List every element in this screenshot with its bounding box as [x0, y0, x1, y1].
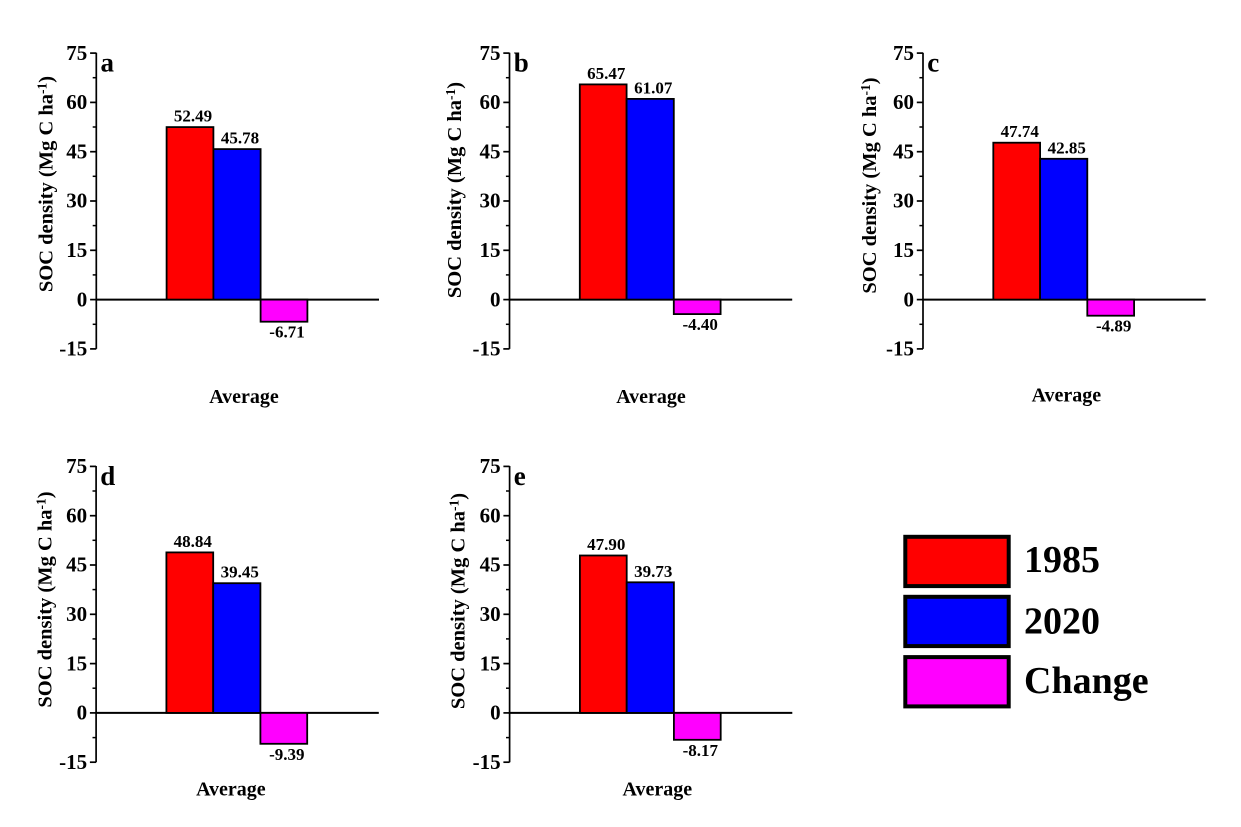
svg-text:e: e — [514, 461, 526, 491]
svg-text:45: 45 — [66, 553, 87, 577]
svg-text:65.47: 65.47 — [587, 64, 626, 83]
svg-text:15: 15 — [480, 238, 501, 262]
svg-text:61.07: 61.07 — [634, 78, 673, 97]
svg-text:-4.40: -4.40 — [682, 315, 717, 334]
svg-text:45: 45 — [893, 139, 914, 163]
svg-text:30: 30 — [66, 602, 87, 626]
svg-text:39.73: 39.73 — [634, 562, 672, 581]
svg-text:-15: -15 — [473, 337, 501, 361]
svg-text:-9.39: -9.39 — [269, 745, 304, 764]
svg-text:SOC density (Mg C ha-1): SOC density (Mg C ha-1) — [858, 77, 881, 293]
svg-text:60: 60 — [480, 503, 501, 527]
svg-text:Change: Change — [1024, 660, 1149, 702]
svg-text:1985: 1985 — [1024, 539, 1100, 581]
svg-text:0: 0 — [77, 287, 88, 311]
svg-text:c: c — [927, 48, 939, 78]
svg-text:45: 45 — [480, 139, 501, 163]
svg-text:-6.71: -6.71 — [269, 323, 304, 342]
svg-text:48.84: 48.84 — [174, 532, 213, 551]
svg-text:30: 30 — [66, 189, 87, 213]
svg-text:30: 30 — [480, 602, 501, 626]
svg-text:39.45: 39.45 — [221, 563, 259, 582]
svg-text:Average: Average — [196, 778, 266, 800]
svg-text:-15: -15 — [59, 750, 87, 774]
svg-text:15: 15 — [480, 651, 501, 675]
svg-text:60: 60 — [480, 90, 501, 114]
svg-text:30: 30 — [480, 189, 501, 213]
svg-text:75: 75 — [66, 454, 87, 478]
svg-text:-8.17: -8.17 — [683, 741, 719, 760]
svg-text:75: 75 — [480, 454, 501, 478]
svg-text:47.90: 47.90 — [587, 535, 625, 554]
svg-text:Average: Average — [616, 386, 686, 408]
svg-text:0: 0 — [490, 287, 501, 311]
svg-text:-4.89: -4.89 — [1096, 317, 1131, 336]
svg-text:45: 45 — [480, 553, 501, 577]
svg-text:30: 30 — [893, 189, 914, 213]
svg-text:60: 60 — [893, 90, 914, 114]
svg-text:60: 60 — [66, 90, 87, 114]
svg-text:75: 75 — [66, 41, 87, 65]
svg-text:75: 75 — [480, 41, 501, 65]
svg-text:47.74: 47.74 — [1001, 122, 1040, 141]
svg-text:b: b — [514, 48, 529, 78]
svg-text:Average: Average — [209, 386, 279, 408]
svg-text:SOC density (Mg C ha-1): SOC density (Mg C ha-1) — [443, 82, 466, 298]
svg-text:a: a — [101, 48, 115, 78]
svg-text:d: d — [100, 461, 115, 491]
svg-text:52.49: 52.49 — [174, 107, 212, 126]
svg-text:-15: -15 — [473, 750, 501, 774]
svg-text:60: 60 — [66, 503, 87, 527]
svg-text:15: 15 — [893, 238, 914, 262]
svg-text:-15: -15 — [886, 337, 914, 361]
svg-text:Average: Average — [623, 778, 693, 800]
svg-text:45: 45 — [66, 139, 87, 163]
svg-text:Average: Average — [1032, 385, 1102, 407]
svg-text:15: 15 — [66, 651, 87, 675]
svg-text:-15: -15 — [59, 337, 87, 361]
svg-text:SOC density (Mg C ha-1): SOC density (Mg C ha-1) — [447, 493, 470, 709]
svg-text:0: 0 — [77, 701, 88, 725]
svg-text:15: 15 — [66, 238, 87, 262]
svg-text:0: 0 — [490, 701, 501, 725]
svg-text:SOC density (Mg C ha-1): SOC density (Mg C ha-1) — [34, 76, 57, 292]
svg-text:45.78: 45.78 — [221, 129, 259, 148]
svg-text:2020: 2020 — [1024, 600, 1100, 642]
svg-text:75: 75 — [893, 41, 914, 65]
svg-text:42.85: 42.85 — [1048, 138, 1086, 157]
svg-text:SOC density (Mg C ha-1): SOC density (Mg C ha-1) — [34, 491, 57, 707]
svg-text:0: 0 — [904, 287, 915, 311]
